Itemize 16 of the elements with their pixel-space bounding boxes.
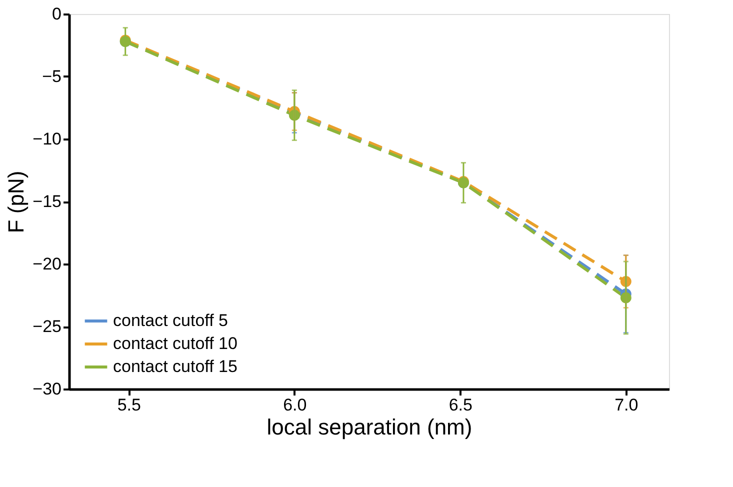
y-tick-label: −30: [32, 380, 62, 398]
legend-label: contact cutoff 15: [113, 357, 238, 376]
x-tick-label: 5.5: [117, 396, 141, 414]
y-tick-label: −5: [42, 67, 62, 86]
y-tick-label: −20: [32, 254, 62, 274]
y-axis-title: F (pN): [4, 170, 29, 234]
y-tick-label: −25: [32, 317, 62, 336]
x-tick-label: 7.0: [614, 396, 638, 414]
y-tick-label: −15: [32, 192, 62, 211]
x-tick-label: 6.5: [448, 396, 472, 414]
y-tick-label: 0: [52, 4, 62, 24]
legend-label: contact cutoff 10: [113, 334, 238, 353]
legend-label: contact cutoff 5: [113, 311, 228, 330]
x-tick-label: 6.0: [283, 396, 307, 414]
x-axis-title: local separation (nm): [266, 414, 472, 440]
y-tick-label: −10: [32, 130, 62, 148]
